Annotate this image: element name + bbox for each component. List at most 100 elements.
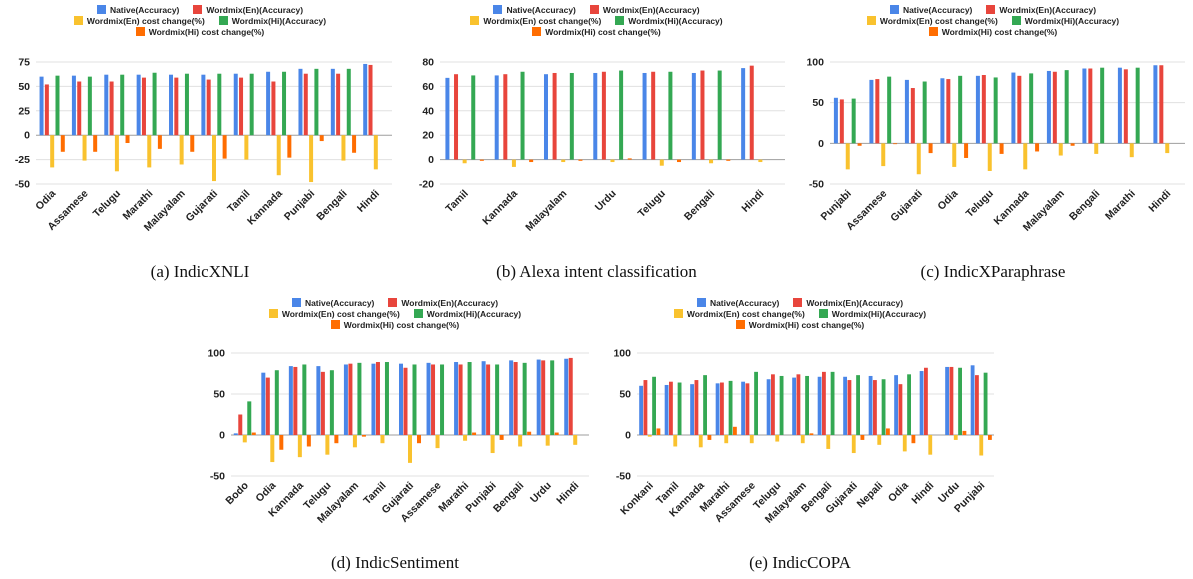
bar-wm-en	[44, 84, 49, 136]
legend-item-wordmix-hi-cost: Wordmix(Hi) cost change(%)	[532, 27, 661, 37]
legend-item-wordmix-hi: Wordmix(Hi)(Accuracy)	[818, 308, 927, 319]
x-tick-label: Hindi	[739, 188, 766, 215]
legend-label: Wordmix(Hi)(Accuracy)	[831, 308, 927, 319]
bar-wm-en	[206, 79, 211, 136]
legend: Native(Accuracy) Wordmix(En)(Accuracy) W…	[400, 4, 793, 37]
bar-wm-en-cost	[244, 135, 249, 160]
bar-native	[104, 74, 109, 136]
legend-label: Wordmix(Hi)(Accuracy)	[1024, 15, 1120, 26]
bar-wm-hi-cost	[306, 435, 311, 447]
bar-wm-en-cost	[826, 435, 831, 449]
bar-wm-hi-cost	[319, 135, 324, 142]
bar-native	[869, 79, 874, 144]
bar-wm-hi-cost	[529, 159, 534, 163]
legend: Native(Accuracy) Wordmix(En)(Accuracy) W…	[600, 297, 1000, 330]
bar-wm-en-cost	[325, 435, 330, 455]
bar-wm-en-cost	[749, 435, 754, 444]
x-tick-label: Hindi	[355, 188, 382, 215]
bar-wm-hi-cost	[251, 432, 256, 435]
bar-wm-hi-cost	[287, 135, 292, 158]
x-tick-label: Telugu	[964, 188, 996, 220]
x-tick-label: Hindi	[554, 480, 581, 507]
bar-wm-hi	[805, 375, 809, 435]
bar-wm-en-cost	[242, 435, 247, 443]
bar-wm-en-cost	[987, 143, 992, 171]
bar-wm-en-cost	[50, 135, 55, 168]
bar-wm-hi	[412, 364, 417, 435]
bar-wm-hi	[619, 70, 624, 160]
bar-wm-en	[601, 71, 606, 160]
bar-wm-hi	[495, 364, 500, 435]
bar-wm-en-cost	[518, 435, 523, 447]
bar-wm-en-cost	[435, 435, 440, 449]
legend-item-wordmix-en: Wordmix(En)(Accuracy)	[986, 5, 1096, 15]
x-tick-label: Hindi	[1146, 188, 1173, 215]
bar-wm-hi	[958, 75, 963, 144]
bar-native	[691, 72, 696, 160]
bar-wm-en-cost	[673, 435, 678, 447]
bar-wm-hi-cost	[1035, 143, 1040, 152]
y-tick-label: -25	[15, 154, 30, 166]
bar-wm-en-cost	[1094, 143, 1099, 154]
bar-wm-en	[513, 362, 518, 435]
bar-wm-hi	[184, 73, 189, 136]
bar-native	[1046, 70, 1051, 144]
bar-wm-en	[1159, 65, 1164, 144]
legend-item-wordmix-hi-cost: Wordmix(Hi) cost change(%)	[135, 26, 265, 37]
bar-wm-hi-cost	[964, 143, 969, 158]
chart-panel-a: Native(Accuracy) Wordmix(En)(Accuracy) W…	[0, 0, 400, 290]
bar-native	[975, 75, 980, 144]
legend: Native(Accuracy) Wordmix(En)(Accuracy) W…	[793, 4, 1193, 37]
bar-wm-en	[946, 79, 951, 144]
chart-panel-b: Native(Accuracy) Wordmix(En)(Accuracy) W…	[400, 0, 793, 290]
bar-wm-en	[700, 70, 705, 160]
legend-label: Wordmix(Hi) cost change(%)	[148, 26, 265, 37]
bar-wm-en	[745, 383, 750, 435]
legend-label: Wordmix(En)(Accuracy)	[806, 297, 904, 308]
bar-wm-hi-cost	[962, 430, 967, 435]
bar-native	[1011, 72, 1016, 144]
bar-wm-en-cost	[341, 135, 346, 161]
bar-wm-hi	[346, 68, 351, 136]
legend-item-wordmix-hi: Wordmix(Hi)(Accuracy)	[218, 16, 326, 26]
bar-wm-hi-cost	[479, 159, 484, 161]
bar-native	[833, 97, 838, 144]
bar-wm-hi	[907, 374, 911, 435]
bar-wm-hi-cost	[732, 426, 737, 435]
bar-wm-en	[348, 363, 353, 435]
bar-wm-en	[454, 74, 459, 160]
bar-chart: -50050100KonkaniTamilKannadaMarathiAssam…	[613, 348, 994, 526]
legend-label: Wordmix(En) cost change(%)	[686, 308, 805, 319]
legend-item-wordmix-en-cost: Wordmix(En) cost change(%)	[73, 15, 205, 26]
bar-wm-hi-cost	[527, 431, 532, 435]
legend-item-wordmix-en-cost: Wordmix(En) cost change(%)	[470, 16, 601, 26]
bar-wm-en-cost	[545, 435, 550, 446]
bar-native	[233, 73, 238, 136]
bar-wm-en-cost	[561, 159, 566, 163]
legend-item-wordmix-hi-cost: Wordmix(Hi) cost change(%)	[330, 320, 459, 330]
x-tick-label: Hindi	[909, 480, 936, 507]
bar-wm-en-cost	[82, 135, 87, 161]
bar-wm-en	[924, 367, 928, 435]
legend-label: Wordmix(En) cost change(%)	[879, 15, 998, 26]
bar-wm-en	[503, 74, 508, 160]
bar-wm-en-cost	[928, 435, 933, 455]
bar-wm-en-cost	[309, 135, 314, 183]
y-tick-label: 0	[818, 138, 824, 150]
bar-wm-en-cost	[724, 435, 729, 444]
bar-wm-hi	[329, 370, 334, 435]
legend-item-wordmix-en-cost: Wordmix(En) cost change(%)	[673, 308, 805, 319]
legend-label: Wordmix(En) cost change(%)	[86, 15, 205, 26]
bar-wm-en	[875, 79, 880, 144]
bar-wm-en	[174, 77, 179, 136]
bar-wm-en-cost	[352, 435, 357, 448]
bar-native	[894, 375, 899, 435]
legend-label: Native(Accuracy)	[109, 4, 180, 15]
y-tick-label: 50	[213, 389, 225, 401]
bar-wm-hi	[703, 375, 707, 435]
bar-wm-hi	[357, 362, 362, 435]
bar-wm-hi	[851, 98, 856, 144]
chart-panel-e: Native(Accuracy) Wordmix(En)(Accuracy) W…	[600, 293, 1000, 579]
bar-wm-en-cost	[490, 435, 495, 454]
